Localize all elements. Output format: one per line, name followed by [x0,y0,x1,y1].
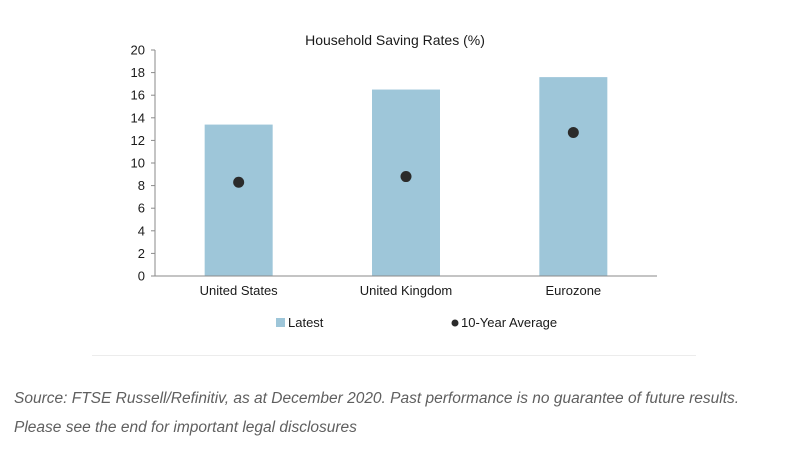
y-tick-label: 4 [138,223,145,238]
source-caption: Source: FTSE Russell/Refinitiv, as at De… [14,390,740,407]
y-tick-label: 18 [131,65,145,80]
y-tick-label: 10 [131,156,145,171]
chart-title: Household Saving Rates (%) [305,32,485,48]
marker-10yr-average [567,126,579,138]
y-tick-label: 14 [131,110,145,125]
disclosure-caption: Please see the end for important legal d… [14,419,357,436]
legend-swatch-10yr-average [451,319,459,327]
x-tick-label: United Kingdom [360,283,453,298]
y-tick-label: 2 [138,246,145,261]
bar-latest [372,89,440,276]
x-tick-label: United States [200,283,279,298]
divider [92,355,696,356]
bar-latest [539,77,608,277]
y-tick-label: 16 [131,88,145,103]
y-tick-label: 12 [131,133,145,148]
y-tick-label: 6 [138,201,145,216]
legend-label-10yr-average: 10-Year Average [461,315,557,330]
y-tick-label: 20 [131,43,145,58]
chart: Household Saving Rates (%) 0 2 4 6 8 10 12 14 16… [131,32,657,330]
y-tick-label: 0 [138,269,145,284]
marker-10yr-average [400,171,412,183]
bar-latest [204,124,273,276]
marker-10yr-average [233,176,245,188]
y-tick-label: 8 [138,178,145,193]
legend-swatch-latest [276,318,285,327]
x-tick-label: Eurozone [546,283,602,298]
legend-label-latest: Latest [288,315,324,330]
